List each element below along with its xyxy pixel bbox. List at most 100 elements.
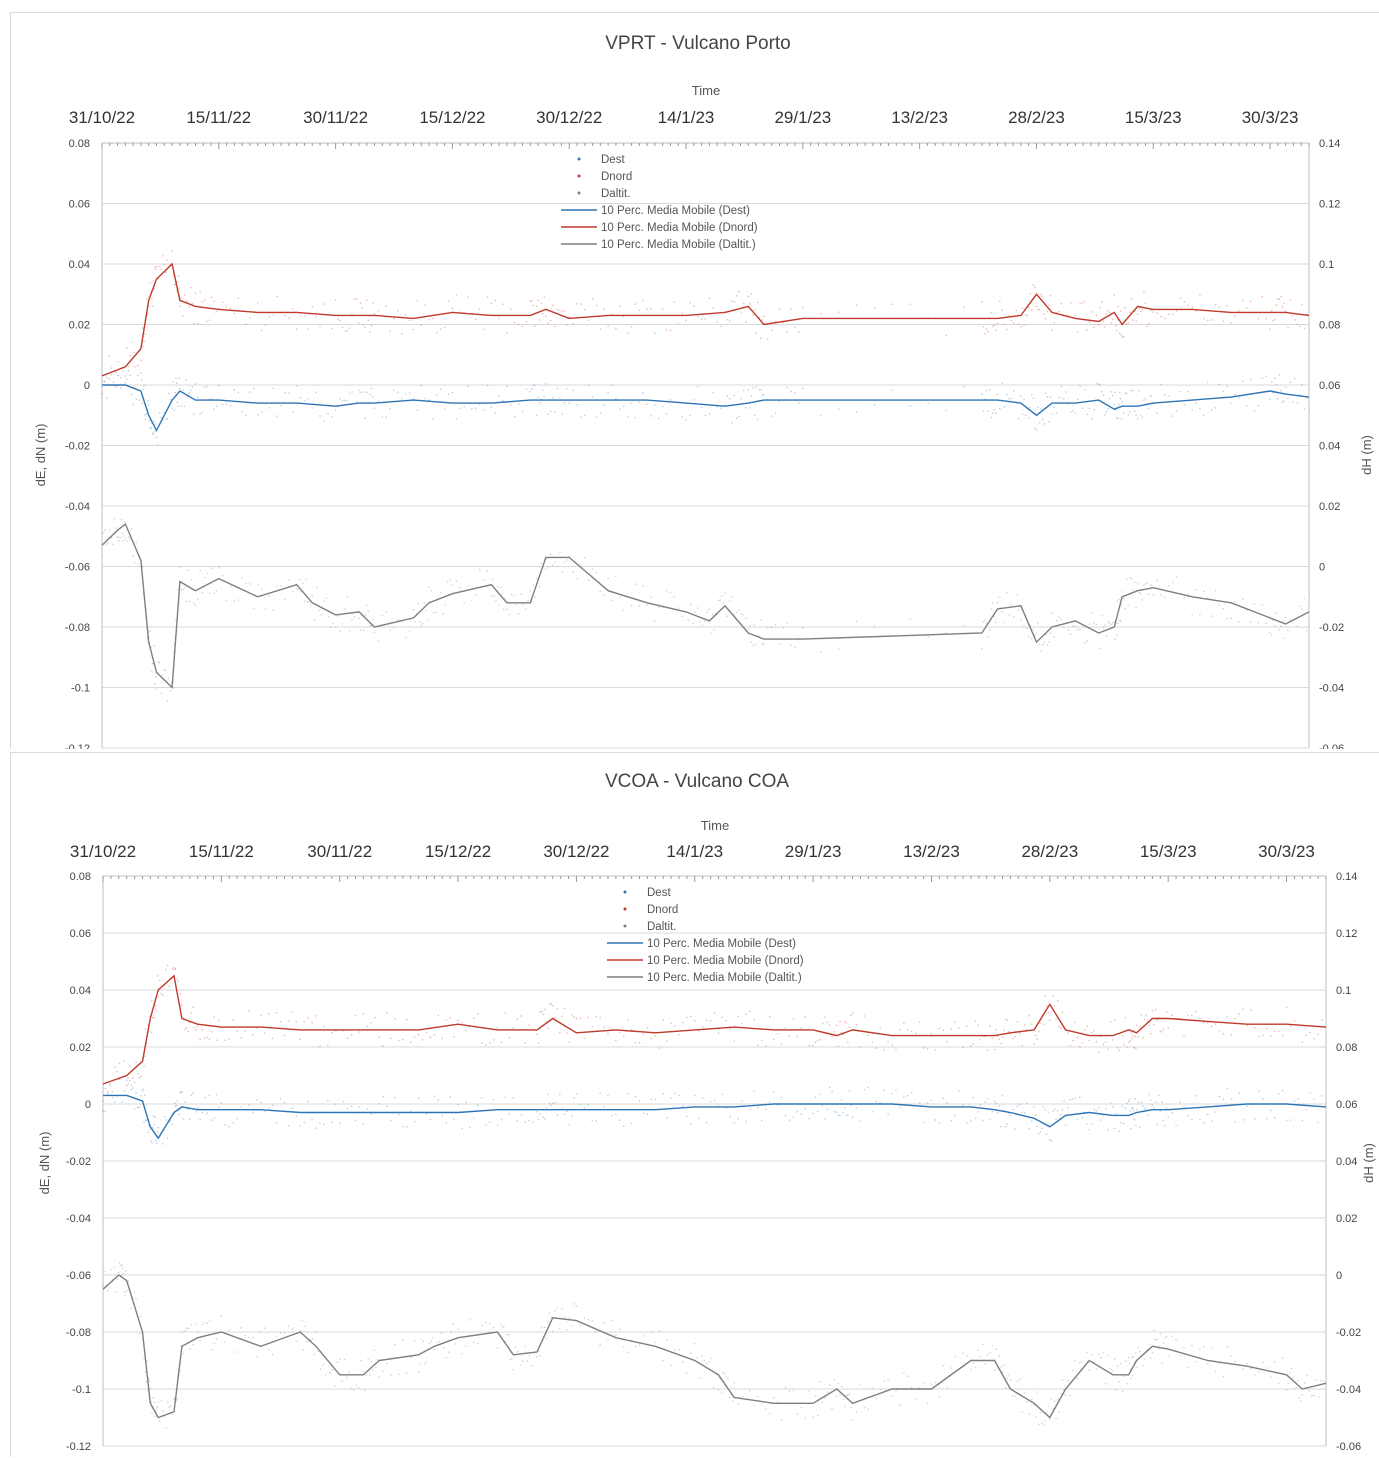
raw-point [995,412,997,414]
legend-label: 10 Perc. Media Mobile (Dnord) [647,955,804,967]
raw-point [313,1353,316,1356]
raw-point [1187,593,1190,596]
raw-point [312,1337,314,1340]
raw-point [1162,1028,1165,1031]
raw-point [1036,1125,1039,1128]
raw-point [1117,305,1120,308]
raw-point [1112,1370,1114,1372]
raw-point [161,255,164,257]
raw-point [1079,302,1081,305]
raw-point [687,619,690,621]
raw-point [513,415,516,418]
raw-point [441,1114,444,1117]
raw-point [1135,320,1137,322]
raw-point [619,1031,621,1034]
raw-point [364,326,367,329]
raw-point [1036,1391,1039,1393]
raw-point [348,392,351,395]
raw-point [987,330,989,333]
raw-point [757,1395,759,1398]
raw-point [1191,614,1193,616]
raw-point [455,417,458,420]
raw-point [716,321,718,323]
raw-point [850,1104,852,1106]
raw-point [1294,377,1296,380]
raw-point [175,382,178,385]
raw-point [413,1339,416,1342]
raw-point [873,307,876,310]
raw-point [350,1387,353,1390]
raw-point [673,301,676,303]
raw-point [150,427,152,429]
raw-point [741,1100,743,1102]
raw-point [355,1384,358,1386]
raw-point [1118,403,1120,406]
raw-point [559,309,561,312]
raw-point [291,308,294,310]
raw-point [291,411,294,413]
raw-point [381,614,384,617]
raw-point [1081,1361,1083,1364]
raw-point [112,543,114,546]
raw-point [1150,584,1153,587]
raw-point [1222,1098,1225,1101]
raw-point [638,1344,641,1347]
raw-point [1119,619,1122,622]
raw-point [1167,1355,1169,1357]
raw-point [498,394,500,397]
raw-point [102,532,105,534]
raw-point [151,1397,154,1399]
raw-point [638,1100,641,1102]
raw-point [1030,1120,1033,1123]
raw-point [1164,317,1166,320]
raw-point [449,1096,451,1098]
raw-point [1210,1120,1213,1122]
raw-point [513,594,515,597]
raw-point [708,297,711,300]
raw-point [542,1116,545,1118]
raw-point [790,644,792,647]
raw-point [183,405,186,408]
raw-point [1270,634,1273,636]
raw-point [1051,329,1053,331]
raw-point [1131,1037,1133,1040]
raw-point [174,283,176,286]
raw-point [1234,393,1236,396]
raw-point [425,1113,428,1115]
raw-point [654,1034,657,1037]
raw-point [215,589,218,592]
raw-point [1071,1369,1074,1372]
raw-point [1028,1014,1031,1017]
raw-point [1017,417,1020,420]
raw-point [123,521,126,523]
y-tick-label-right: 0 [1319,562,1325,574]
raw-point [1074,315,1077,317]
raw-point [535,578,538,581]
raw-point [129,1079,131,1082]
raw-point [1011,1037,1014,1040]
raw-point [381,416,384,418]
raw-point [1086,1123,1088,1125]
raw-point [327,616,330,618]
raw-point [206,572,208,575]
raw-point [1313,1098,1315,1100]
raw-point [106,1092,109,1095]
raw-point [1203,317,1205,320]
raw-point [260,1331,262,1333]
raw-point [182,1117,185,1120]
y-tick-label-right: -0.02 [1336,1327,1361,1339]
raw-point [646,308,648,311]
raw-point [622,315,625,318]
raw-point [152,1115,155,1117]
raw-point [1006,1377,1009,1380]
raw-point [725,1375,728,1378]
raw-point [537,396,539,399]
raw-point [759,388,762,391]
raw-point [1129,410,1131,413]
raw-point [405,1126,408,1128]
raw-point [599,412,602,414]
raw-point [595,571,598,574]
raw-point [145,1380,148,1383]
raw-point [137,563,139,565]
raw-point [172,381,174,384]
